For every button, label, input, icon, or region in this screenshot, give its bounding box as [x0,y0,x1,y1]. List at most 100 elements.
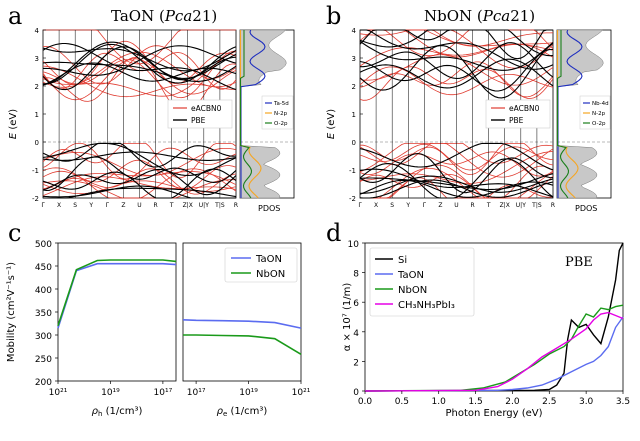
kpoint-label: T [169,202,174,209]
panel-letter: d [326,219,341,247]
pdos-legend: Ta-5d N-2p O-2p [261,95,294,130]
absorption-xlabel: Photon Energy (eV) [445,408,542,419]
kpoint-label: Z [121,202,125,209]
pdos-legend-o: O-2p [274,121,288,127]
ytick-label: -2 [32,195,39,203]
kpoint-label: Z [438,202,442,209]
ytick-label: -2 [349,195,356,203]
mobility-xlabel-right: ρe (1/cm³) [217,406,268,418]
xtick-label: 10¹⁹ [101,388,120,398]
band-ylabel: E (eV) [326,109,337,139]
ytick-label: 2 [35,83,39,91]
band-legend: eACBN0 PBE [167,99,233,129]
legend-nbon: NbON [256,269,285,280]
legend-si: Si [398,255,407,266]
ytick-label: 350 [35,309,52,319]
kpoint-label: X [374,202,378,209]
pdos-legend-d: Ta-5d [273,101,289,107]
kpoint-label: Γ [423,202,427,209]
absorption-ylabel: α × 10⁷ (1/m) [342,283,353,352]
mobility-plot-right [182,242,302,382]
kpoint-label: Z|X [183,202,193,209]
ytick-label: 200 [35,378,52,388]
ytick-label: 4 [35,27,40,35]
ytick-label: 400 [35,286,52,296]
kpoint-label: T|S [214,202,225,209]
kpoint-label: U [137,202,141,209]
ytick-label: 4 [353,329,359,339]
series-nbon [57,259,177,327]
panel-title: TaON (Pca21) [111,7,217,25]
pdos-curves [556,29,604,199]
panel-d: d 0.0 0.5 1.0 1.5 2.0 2.5 3.0 3.5 0 2 4 6 8 10 PBE Ph… [326,219,630,419]
panel-letter: a [8,2,22,30]
ytick-label: 0 [353,388,359,398]
xtick-label: 2.0 [505,397,520,407]
kpoint-label: U|Y [199,202,209,209]
kpoint-label: S [73,202,77,209]
series-curve [364,242,624,392]
kpoint-label: Z|X [500,202,510,209]
ytick-label: -1 [32,167,39,175]
pdos-curves [239,29,287,199]
mobility-legend: TaON NbON [224,247,298,283]
panel-b: b NbON (Pca21) Γ X S Y Γ Z U R T Z|X U|Y T|S R 4 3 2 1 0 -… [326,2,612,213]
legend-nbon: NbON [398,285,427,296]
ytick-label: 450 [35,263,52,273]
kpoint-label: Y [405,202,410,209]
xtick-label: 2.5 [542,397,556,407]
band-ylabel: E (eV) [8,109,19,139]
kpoint-label: R [153,202,157,209]
kpoint-label: Γ [358,202,362,209]
xtick-label: 10²¹ [49,388,68,398]
kpoint-label: S [390,202,394,209]
xtick-label: 3.5 [616,397,630,407]
xtick-label: 0.0 [358,397,373,407]
kpoint-label: Y [88,202,93,209]
kpoint-label: R [551,202,555,209]
legend-mapbi: CH₃NH₃PbI₃ [398,300,455,311]
ytick-label: 6 [353,299,359,309]
ytick-label: 2 [352,83,356,91]
xtick-label: 10²¹ [292,388,311,398]
kpoint-label: T|S [531,202,542,209]
panel-title: NbON (Pca21) [424,7,535,25]
ytick-label: 1 [352,111,356,119]
legend-eacbn0: eACBN0 [509,104,540,113]
pdos-legend-o: O-2p [592,121,606,127]
absorption-ticks: 0.0 0.5 1.0 1.5 2.0 2.5 3.0 3.5 0 2 4 6 8 10 [348,240,631,407]
xtick-label: 1.5 [468,397,482,407]
series-nbon [183,334,302,355]
series-curve [364,311,624,392]
ytick-label: 8 [353,270,359,280]
kpoint-label: Γ [106,202,110,209]
xtick-label: 10¹⁹ [239,388,258,398]
kpoint-label: R [470,202,474,209]
pdos-legend: Nb-4d N-2p O-2p [579,95,611,130]
kpoint-label: U [454,202,458,209]
ytick-label: 1 [35,111,39,119]
pdos-legend-n: N-2p [592,111,606,117]
series-taon [182,319,302,329]
pdos-legend-n: N-2p [274,111,288,117]
kpoint-label: R [234,202,238,209]
legend-pbe: PBE [191,116,206,125]
mobility-ylabel: Mobility (cm²V⁻¹s⁻¹) [6,262,17,362]
ytick-label: 250 [35,355,52,365]
pdos-curve [239,30,253,199]
legend-eacbn0: eACBN0 [191,104,222,113]
ytick-label: 500 [35,240,52,250]
xtick-label: 0.5 [395,397,409,407]
absorption-legend: Si TaON NbON CH₃NH₃PbI₃ [369,247,475,317]
ytick-label: 300 [35,332,52,342]
pdos-legend-d: Nb-4d [592,101,609,107]
legend-pbe: PBE [509,116,524,125]
legend-taon: TaON [255,254,282,265]
ytick-label: 3 [35,55,39,63]
ytick-label: 0 [352,139,356,147]
series-curve [364,304,624,392]
band-legend: eACBN0 PBE [485,99,551,129]
xtick-label: 10¹⁷ [187,388,206,398]
